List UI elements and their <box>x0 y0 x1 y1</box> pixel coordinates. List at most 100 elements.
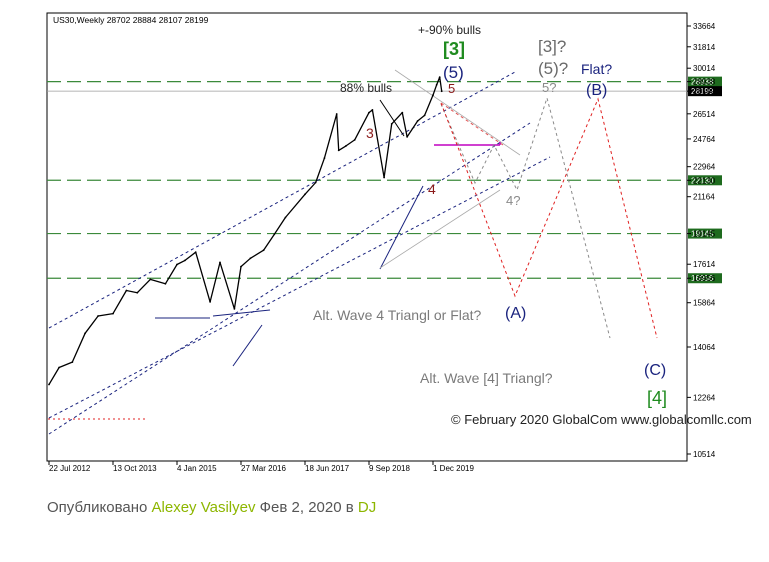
y-tick-label: 14064 <box>693 343 716 352</box>
wave-label: (B) <box>586 82 607 99</box>
y-tick-label: 17614 <box>693 260 716 269</box>
price-point <box>423 114 426 117</box>
price-point <box>371 109 374 111</box>
y-tick-label: 24764 <box>693 135 716 144</box>
wave-label: (5)? <box>538 59 568 78</box>
wave-label: +-90% bulls <box>418 23 481 37</box>
price-point <box>97 315 99 317</box>
category-link[interactable]: DJ <box>357 499 377 516</box>
x-tick-label: 9 Sep 2018 <box>369 464 410 473</box>
x-tick-label: 1 Dec 2019 <box>433 464 474 473</box>
price-point <box>335 113 338 115</box>
wave-label: (C) <box>644 362 666 379</box>
triangle-lower-line <box>379 189 501 269</box>
y-tick-label: 30014 <box>693 64 716 73</box>
price-point <box>84 332 86 335</box>
y-tick-label: 16956 <box>693 274 716 283</box>
price-point <box>48 383 50 386</box>
price-point <box>304 193 306 196</box>
y-tick-label: 22964 <box>693 163 716 172</box>
x-tick-label: 22 Jul 2012 <box>49 464 91 473</box>
price-point <box>368 111 370 114</box>
price-point <box>58 366 60 369</box>
author-link[interactable]: Alexey Vasilyev <box>151 499 256 516</box>
price-point <box>383 176 385 179</box>
wave-label: 4 <box>428 181 436 197</box>
wave-label: Alt. Wave 4 Triangl or Flat? <box>313 307 482 323</box>
x-tick-label: 18 Jun 2017 <box>305 464 350 473</box>
wave-label: Flat? <box>581 61 612 77</box>
wave4-trend-line <box>379 185 424 270</box>
price-point <box>337 149 340 152</box>
price-point <box>345 145 347 147</box>
publish-date: Фев 2, 2020 <box>259 499 342 516</box>
wave-label: [3] <box>443 39 465 59</box>
price-point <box>149 278 152 281</box>
level-badge <box>688 273 722 284</box>
level-badge <box>688 86 722 97</box>
level-badge <box>688 228 722 239</box>
price-line <box>48 76 443 385</box>
price-point <box>136 291 139 294</box>
price-point <box>432 94 434 96</box>
symbol-header: US30,Weekly 28702 28884 28107 28199 <box>53 15 209 25</box>
level-badge <box>688 175 722 186</box>
price-point <box>323 157 326 160</box>
price-point <box>112 312 114 315</box>
price-point <box>284 216 287 219</box>
level-badge-label: 19145 <box>691 230 714 239</box>
y-tick-label: 33664 <box>693 22 716 31</box>
level-badge-label: 22130 <box>691 176 714 185</box>
y-tick-label: 28938 <box>693 78 716 87</box>
level-badge-label: 28938 <box>691 78 714 87</box>
y-tick-label: 21164 <box>693 193 715 202</box>
projection-red-short <box>440 102 504 146</box>
wave-label: 88% bulls <box>340 81 392 95</box>
wave-label: (A) <box>505 305 526 322</box>
price-point <box>233 308 236 310</box>
triangle-upper-line <box>394 69 521 156</box>
x-tick-label: 4 Jan 2015 <box>177 464 217 473</box>
plot-area <box>46 12 688 462</box>
price-point <box>353 139 356 141</box>
price-point <box>71 361 74 363</box>
price-point <box>249 257 252 260</box>
y-tick-label: 22130 <box>693 176 716 185</box>
price-point <box>401 111 404 114</box>
price-point <box>194 251 197 254</box>
y-tick-label: 12264 <box>693 393 716 402</box>
price-point <box>184 259 186 262</box>
price-point <box>164 282 167 285</box>
price-point <box>262 249 265 252</box>
wave-label: [4] <box>647 388 667 408</box>
bulls-arrow <box>379 99 405 137</box>
wave-label: 5 <box>448 81 455 96</box>
y-tick-label: 31814 <box>693 43 716 52</box>
channel-mid-line <box>48 156 551 419</box>
price-point <box>438 76 441 78</box>
wave-label: 3 <box>366 125 374 141</box>
price-point <box>314 181 317 184</box>
x-tick-label: 27 Mar 2016 <box>241 464 286 473</box>
y-tick-label: 28199 <box>693 87 716 96</box>
level-badge-label: 16956 <box>691 274 714 283</box>
wave-label: 4? <box>506 193 520 208</box>
price-point <box>209 301 212 303</box>
wave-label: [3]? <box>538 37 566 56</box>
wave-label: Alt. Wave [4] Triangl? <box>420 370 553 386</box>
level-badge-label: 28199 <box>691 87 714 96</box>
price-point <box>125 289 128 292</box>
copyright-text: © February 2020 GlobalCom www.globalcoml… <box>451 412 752 427</box>
price-point <box>416 120 419 122</box>
price-point <box>406 136 408 138</box>
price-point <box>440 90 443 93</box>
price-point <box>240 265 242 268</box>
x-tick-label: 13 Oct 2013 <box>113 464 157 473</box>
range-line-2015 <box>212 309 271 317</box>
price-point <box>176 263 178 266</box>
publication-footer: Опубликовано Alexey Vasilyev Фев 2, 2020… <box>47 499 376 516</box>
price-point <box>219 261 221 264</box>
price-point <box>390 123 393 125</box>
level-badge <box>688 76 722 87</box>
